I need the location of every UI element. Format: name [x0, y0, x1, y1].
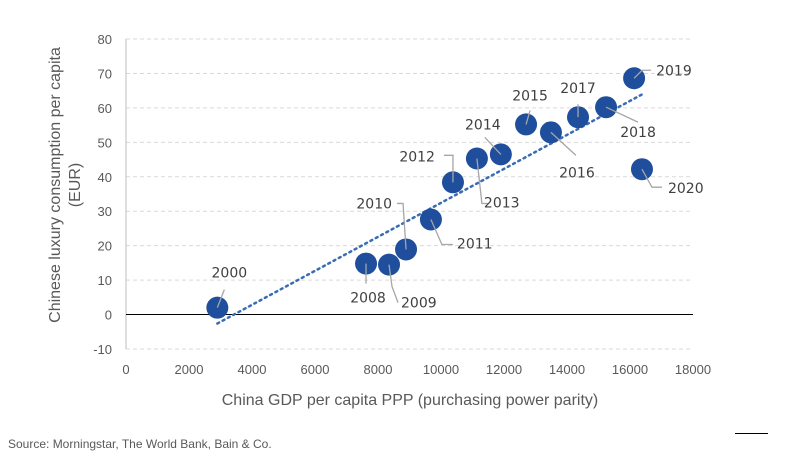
x-tick-label: 16000: [612, 362, 648, 377]
leader-line: [476, 158, 489, 205]
y-tick-label: 40: [98, 170, 112, 185]
y-tick-labels: -10 0 10 20 30 40 50 60 70 80: [93, 32, 112, 357]
x-tick-labels: 0 2000 4000 6000 8000 10000 12000 14000 16000 180…: [122, 362, 711, 377]
x-tick-label: 8000: [364, 362, 393, 377]
point-label: 2015: [512, 88, 548, 104]
data-point: [395, 238, 418, 261]
point-label: 2000: [212, 266, 248, 282]
y-axis-title-line1: Chinese luxury consumption per capita: [47, 47, 64, 323]
x-tick-label: 6000: [301, 362, 330, 377]
leader-lines: [216, 69, 662, 308]
decorative-rule: [735, 433, 768, 434]
y-tick-label: 70: [98, 66, 112, 81]
point-label: 2011: [457, 236, 493, 252]
source-note: Source: Morningstar, The World Bank, Bai…: [8, 437, 272, 451]
x-tick-label: 10000: [423, 362, 459, 377]
leader-line: [550, 131, 577, 156]
x-tick-label: 18000: [675, 362, 711, 377]
gridlines: [126, 38, 693, 350]
data-points: [206, 67, 653, 319]
leader-line: [216, 289, 225, 308]
x-axis-title: China GDP per capita PPP (purchasing pow…: [222, 392, 598, 409]
x-tick-label: 2000: [175, 362, 204, 377]
leader-line: [443, 154, 454, 183]
y-tick-label: -10: [93, 342, 112, 357]
point-labels: 2000 2008 2009 2010 2011 2012 2013 2014 2015 2016…: [212, 63, 704, 311]
y-tick-label: 80: [98, 32, 112, 47]
point-label: 2020: [668, 181, 704, 197]
leader-line: [430, 219, 453, 246]
x-tick-label: 14000: [549, 362, 585, 377]
point-label: 2013: [484, 196, 520, 212]
x-tick-label: 4000: [238, 362, 267, 377]
y-tick-label: 30: [98, 204, 112, 219]
x-tick-label: 0: [122, 362, 129, 377]
leader-line: [633, 69, 652, 79]
leader-line: [388, 264, 399, 303]
leader-line: [484, 136, 502, 155]
y-tick-label: 60: [98, 101, 112, 116]
point-label: 2014: [465, 117, 501, 133]
leader-line: [605, 106, 639, 123]
leader-line: [397, 202, 407, 250]
point-label: 2009: [401, 296, 437, 312]
y-tick-label: 20: [98, 239, 112, 254]
y-axis-title-line2: (EUR): [67, 163, 84, 207]
point-label: 2019: [656, 63, 692, 79]
point-label: 2012: [399, 149, 435, 165]
y-tick-label: 0: [105, 308, 112, 323]
point-label: 2010: [356, 196, 392, 212]
x-tick-label: 12000: [486, 362, 522, 377]
point-label: 2018: [620, 125, 656, 141]
y-tick-label: 50: [98, 135, 112, 150]
point-label: 2017: [560, 81, 596, 97]
leader-line: [525, 110, 531, 125]
point-label: 2016: [559, 165, 595, 181]
y-tick-label: 10: [98, 273, 112, 288]
leader-line: [641, 168, 662, 188]
point-label: 2008: [350, 291, 386, 307]
